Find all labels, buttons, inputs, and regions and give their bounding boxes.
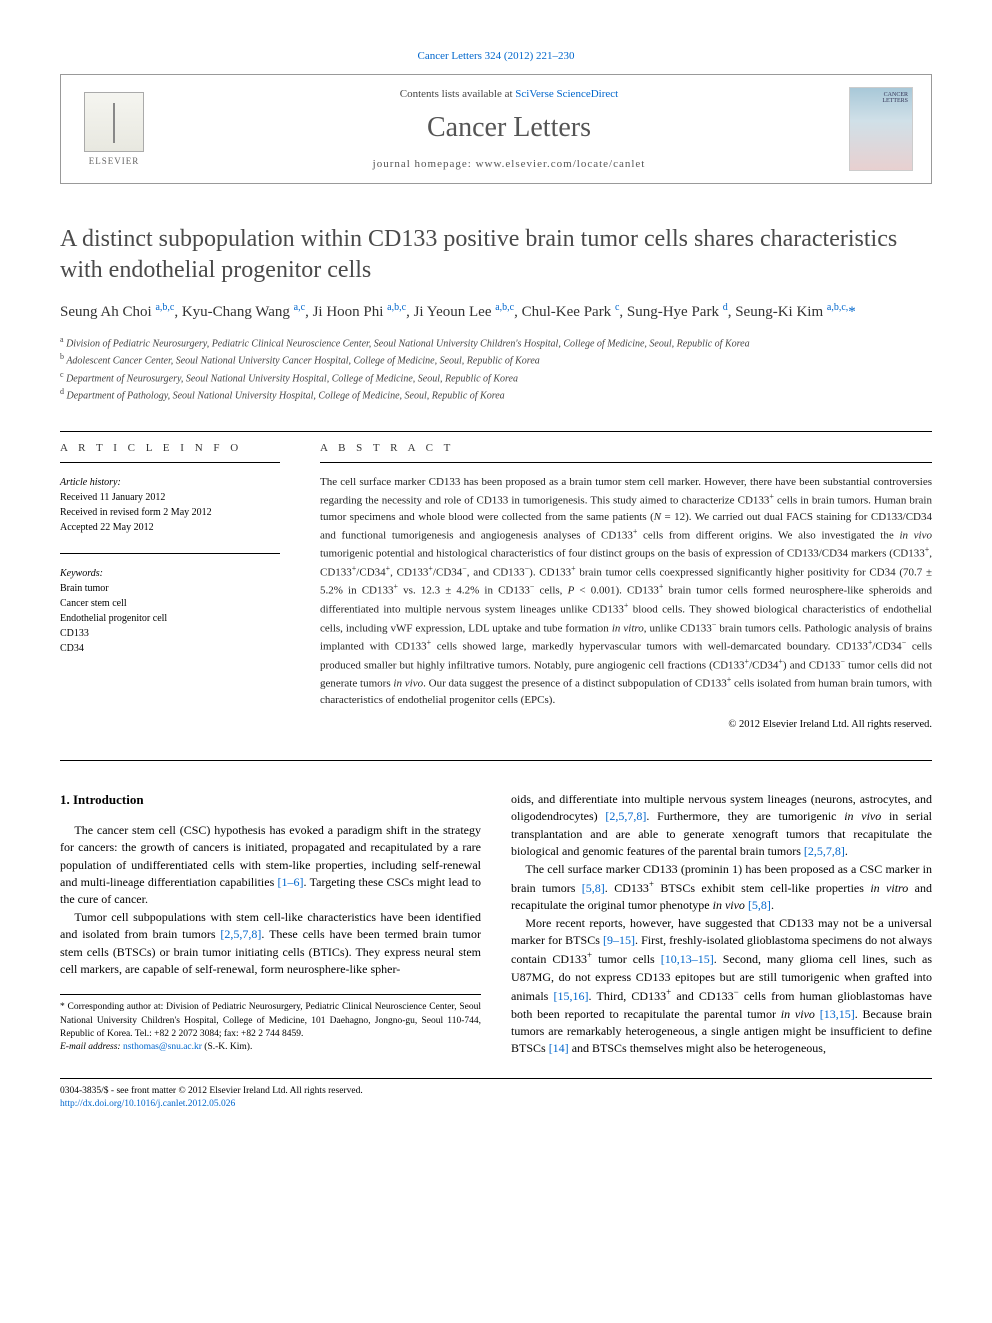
intro-heading: 1. Introduction xyxy=(60,791,481,810)
history-revised: Received in revised form 2 May 2012 xyxy=(60,505,280,520)
body-section: 1. Introduction The cancer stem cell (CS… xyxy=(60,791,932,1058)
journal-header: ELSEVIER Contents lists available at Sci… xyxy=(60,74,932,184)
doi-link[interactable]: http://dx.doi.org/10.1016/j.canlet.2012.… xyxy=(60,1099,235,1109)
corr-author-text: * Corresponding author at: Division of P… xyxy=(60,1001,481,1041)
homepage-prefix: journal homepage: xyxy=(373,158,476,170)
history-label: Article history: xyxy=(60,475,280,490)
affiliation-d: d Department of Pathology, Seoul Nationa… xyxy=(60,386,932,403)
email-line: E-mail address: nsthomas@snu.ac.kr (S.-K… xyxy=(60,1041,481,1054)
affiliation-b: b Adolescent Cancer Center, Seoul Nation… xyxy=(60,351,932,368)
article-title: A distinct subpopulation within CD133 po… xyxy=(60,224,932,286)
email-link[interactable]: nsthomas@snu.ac.kr xyxy=(123,1042,202,1052)
keyword-4: CD34 xyxy=(60,641,280,656)
page-root: Cancer Letters 324 (2012) 221–230 ELSEVI… xyxy=(0,0,992,1151)
article-info-heading: A R T I C L E I N F O xyxy=(60,432,280,463)
contents-available-line: Contents lists available at SciVerse Sci… xyxy=(169,88,849,100)
intro-p5: More recent reports, however, have sugge… xyxy=(511,915,932,1058)
homepage-line: journal homepage: www.elsevier.com/locat… xyxy=(169,158,849,170)
journal-title: Cancer Letters xyxy=(169,112,849,144)
email-label: E-mail address: xyxy=(60,1042,121,1052)
body-columns: 1. Introduction The cancer stem cell (CS… xyxy=(60,791,932,1058)
history-received: Received 11 January 2012 xyxy=(60,490,280,505)
intro-p3: oids, and differentiate into multiple ne… xyxy=(511,791,932,861)
citation-line: Cancer Letters 324 (2012) 221–230 xyxy=(60,50,932,62)
journal-cover-thumbnail xyxy=(849,87,913,171)
keyword-1: Cancer stem cell xyxy=(60,596,280,611)
email-suffix: (S.-K. Kim). xyxy=(204,1042,252,1052)
affiliation-a: a Division of Pediatric Neurosurgery, Pe… xyxy=(60,334,932,351)
keywords-label: Keywords: xyxy=(60,566,280,581)
header-center: Contents lists available at SciVerse Sci… xyxy=(169,88,849,170)
history-accepted: Accepted 22 May 2012 xyxy=(60,520,280,535)
intro-p1: The cancer stem cell (CSC) hypothesis ha… xyxy=(60,822,481,909)
authors-list: Seung Ah Choi a,b,c, Kyu-Chang Wang a,c,… xyxy=(60,300,932,324)
abstract-panel: A B S T R A C T The cell surface marker … xyxy=(320,432,932,730)
abstract-copyright: © 2012 Elsevier Ireland Ltd. All rights … xyxy=(320,719,932,730)
keyword-0: Brain tumor xyxy=(60,581,280,596)
keywords-block: Keywords: Brain tumor Cancer stem cell E… xyxy=(60,566,280,656)
contents-prefix: Contents lists available at xyxy=(400,88,515,100)
elsevier-label: ELSEVIER xyxy=(89,156,140,166)
abstract-heading: A B S T R A C T xyxy=(320,432,932,463)
article-history-block: Article history: Received 11 January 201… xyxy=(60,475,280,535)
intro-p4: The cell surface marker CD133 (prominin … xyxy=(511,861,932,915)
article-info-panel: A R T I C L E I N F O Article history: R… xyxy=(60,432,280,730)
keyword-2: Endothelial progenitor cell xyxy=(60,611,280,626)
keyword-3: CD133 xyxy=(60,626,280,641)
elsevier-logo: ELSEVIER xyxy=(79,89,149,169)
homepage-url[interactable]: www.elsevier.com/locate/canlet xyxy=(476,158,646,170)
info-abstract-row: A R T I C L E I N F O Article history: R… xyxy=(60,432,932,730)
affiliations: a Division of Pediatric Neurosurgery, Pe… xyxy=(60,334,932,403)
affiliation-c: c Department of Neurosurgery, Seoul Nati… xyxy=(60,369,932,386)
intro-p2: Tumor cell subpopulations with stem cell… xyxy=(60,909,481,979)
abstract-text: The cell surface marker CD133 has been p… xyxy=(320,475,932,709)
info-divider xyxy=(60,553,280,554)
elsevier-tree-icon xyxy=(84,92,144,152)
sciencedirect-link[interactable]: SciVerse ScienceDirect xyxy=(515,88,618,100)
front-matter-line: 0304-3835/$ - see front matter © 2012 El… xyxy=(60,1085,932,1098)
page-footer: 0304-3835/$ - see front matter © 2012 El… xyxy=(60,1078,932,1112)
divider-below-abstract xyxy=(60,760,932,761)
corresponding-footnote: * Corresponding author at: Division of P… xyxy=(60,994,481,1054)
